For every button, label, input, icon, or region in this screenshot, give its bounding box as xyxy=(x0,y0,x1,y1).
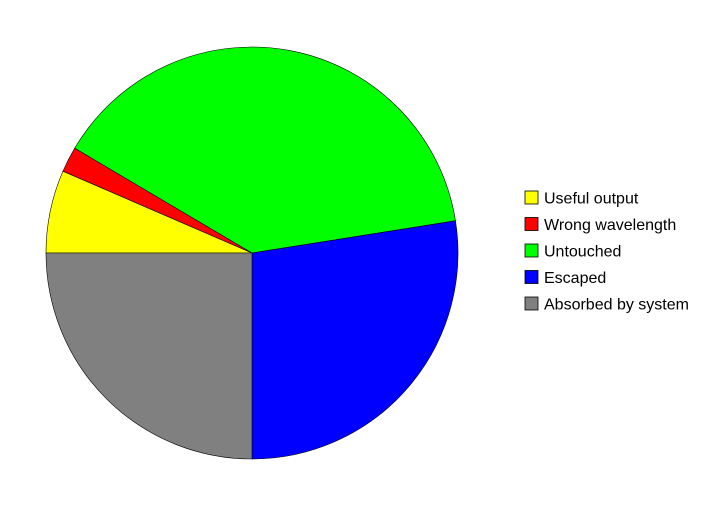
legend-swatch xyxy=(524,296,539,311)
legend-swatch xyxy=(524,217,539,231)
pie-slices xyxy=(45,46,459,460)
legend-label: Wrong wavelength xyxy=(544,217,676,234)
legend: Useful output Wrong wavelength Untouched Es… xyxy=(524,190,689,314)
legend-label: Useful output xyxy=(544,191,639,208)
pie-slice-untouched xyxy=(74,46,456,254)
legend-swatch xyxy=(524,243,539,258)
pie-slice-absorbed-by-system xyxy=(45,252,253,460)
legend-label: Untouched xyxy=(544,244,621,261)
legend-swatch xyxy=(524,190,539,205)
legend-swatch xyxy=(524,270,539,284)
legend-label: Absorbed by system xyxy=(544,297,689,314)
pie-slice-escaped xyxy=(251,220,459,460)
legend-label: Escaped xyxy=(544,270,606,287)
